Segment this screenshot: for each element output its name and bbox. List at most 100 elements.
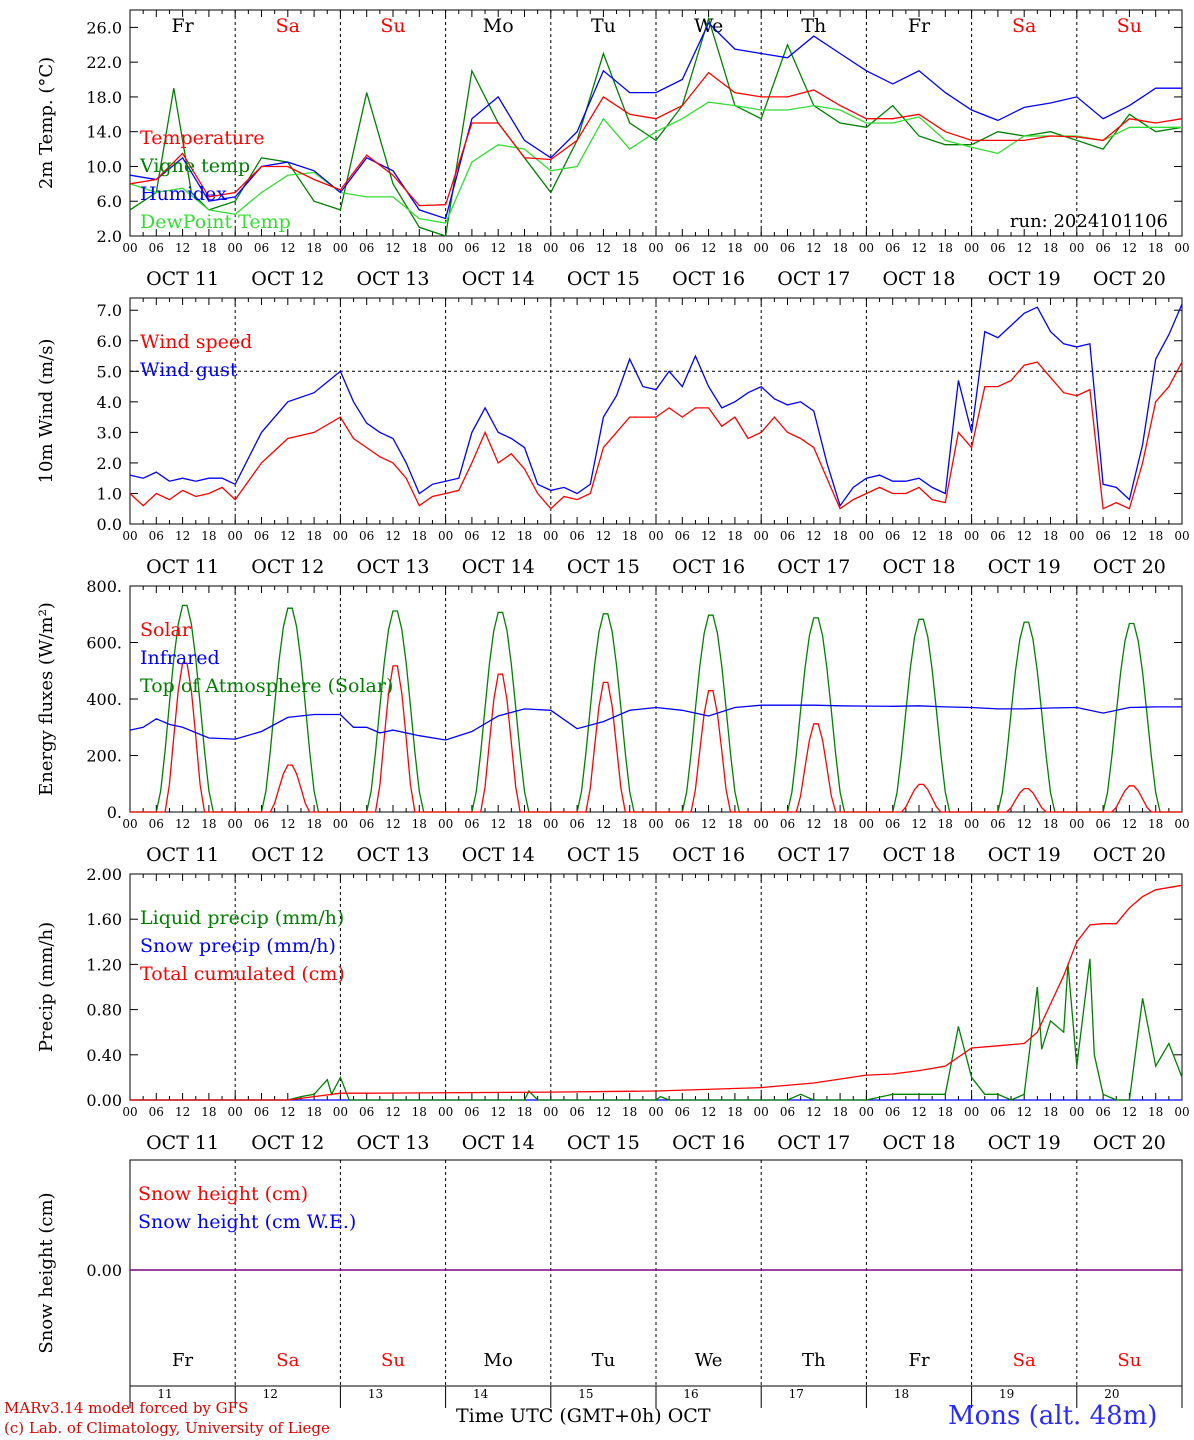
hour-label: 06 <box>569 241 584 255</box>
hour-label: 18 <box>727 529 742 543</box>
date-label: OCT 14 <box>462 844 535 866</box>
hour-label: 12 <box>911 817 926 831</box>
hour-label: 06 <box>254 529 269 543</box>
panel-2: 00 06 12 18 00 06 12 18 00 06 12 18 00 06 12 18 00 06 12 18… <box>36 297 1190 578</box>
hour-label: 12 <box>701 1105 716 1119</box>
y-axis-label: 10m Wind (m/s) <box>36 339 57 484</box>
hour-label: 00 <box>543 1105 558 1119</box>
hour-label: 18 <box>517 1105 532 1119</box>
hour-label: 00 <box>1174 529 1189 543</box>
day-number: 20 <box>1104 1387 1119 1401</box>
hour-label: 00 <box>543 817 558 831</box>
hour-label: 06 <box>780 1105 795 1119</box>
date-label: OCT 18 <box>882 556 955 578</box>
hour-label: 06 <box>149 241 164 255</box>
date-label: OCT 13 <box>356 268 429 290</box>
hour-label: 06 <box>675 817 690 831</box>
date-label: OCT 17 <box>777 556 850 578</box>
weekday-label: Mo <box>483 15 514 37</box>
y-tick-label: 0.40 <box>86 1046 122 1065</box>
series-line-solar <box>130 662 1182 813</box>
y-axis-label: Energy fluxes (W/m²) <box>36 602 57 796</box>
date-label: OCT 18 <box>882 1132 955 1154</box>
date-label: OCT 12 <box>251 556 324 578</box>
hour-label: 00 <box>1069 529 1084 543</box>
legend-entry: Liquid precip (mm/h) <box>140 907 344 929</box>
series-line-liquid-precip <box>130 958 1183 1101</box>
hour-label: 06 <box>254 1105 269 1119</box>
hour-label: 18 <box>412 1105 427 1119</box>
hour-label: 06 <box>675 529 690 543</box>
series-line-total-cumulated <box>130 884 1183 1101</box>
hour-label: 06 <box>1095 241 1110 255</box>
hour-label: 18 <box>1043 241 1058 255</box>
hour-label: 06 <box>675 1105 690 1119</box>
hour-label: 00 <box>859 1105 874 1119</box>
hour-label: 18 <box>1148 241 1163 255</box>
series-line-wind-gust <box>129 303 1183 508</box>
hour-label: 00 <box>859 817 874 831</box>
hour-label: 18 <box>412 241 427 255</box>
legend-entry: Wind gust <box>140 359 238 381</box>
hour-label: 00 <box>648 529 663 543</box>
hour-label: 18 <box>727 241 742 255</box>
hour-label: 18 <box>306 241 321 255</box>
legend-entry: Snow precip (mm/h) <box>140 935 336 957</box>
y-tick-label: 14.0 <box>86 123 122 142</box>
date-label: OCT 20 <box>1093 1132 1166 1154</box>
hour-label: 18 <box>832 817 847 831</box>
hour-label: 00 <box>859 241 874 255</box>
y-axis-label: Snow height (cm) <box>36 1192 57 1353</box>
hour-label: 18 <box>832 241 847 255</box>
hour-label: 18 <box>938 1105 953 1119</box>
series-line-wind-speed <box>129 361 1183 510</box>
date-label: OCT 18 <box>882 268 955 290</box>
weekday-label: Fr <box>172 1350 193 1371</box>
hour-label: 18 <box>832 529 847 543</box>
hour-label: 00 <box>964 817 979 831</box>
day-number: 12 <box>263 1387 278 1401</box>
hour-label: 12 <box>175 1105 190 1119</box>
hour-label: 12 <box>911 529 926 543</box>
y-tick-label: 400. <box>86 690 122 709</box>
hour-label: 06 <box>569 1105 584 1119</box>
hour-label: 18 <box>306 529 321 543</box>
hour-label: 18 <box>622 241 637 255</box>
hour-label: 12 <box>596 817 611 831</box>
weekday-label: We <box>694 15 723 37</box>
hour-label: 12 <box>1017 817 1032 831</box>
weekday-label: Tu <box>591 15 616 37</box>
hour-label: 12 <box>385 241 400 255</box>
hour-label: 18 <box>1043 1105 1058 1119</box>
y-tick-label: 10.0 <box>86 157 122 176</box>
day-number: 13 <box>368 1387 383 1401</box>
hour-label: 06 <box>675 241 690 255</box>
hour-label: 00 <box>964 1105 979 1119</box>
hour-label: 12 <box>1122 1105 1137 1119</box>
date-label: OCT 17 <box>777 1132 850 1154</box>
hour-label: 12 <box>701 529 716 543</box>
weekday-label: We <box>695 1350 723 1371</box>
weekday-label: Su <box>1117 15 1142 37</box>
hour-label: 06 <box>149 817 164 831</box>
y-tick-label: 2.0 <box>97 227 122 246</box>
hour-label: 06 <box>464 241 479 255</box>
weekday-label: Th <box>802 1350 826 1371</box>
date-label: OCT 12 <box>251 844 324 866</box>
hour-label: 18 <box>306 817 321 831</box>
day-number: 14 <box>473 1387 489 1401</box>
hour-label: 18 <box>1043 529 1058 543</box>
y-tick-label: 0. <box>107 803 122 822</box>
date-label: OCT 16 <box>672 844 745 866</box>
hour-label: 06 <box>359 529 374 543</box>
hour-label: 12 <box>385 1105 400 1119</box>
date-label: OCT 17 <box>777 268 850 290</box>
hour-label: 12 <box>280 817 295 831</box>
y-tick-label: 2.00 <box>86 865 122 884</box>
y-tick-label: 6.0 <box>97 332 122 351</box>
date-label: OCT 16 <box>672 1132 745 1154</box>
hour-label: 18 <box>1148 529 1163 543</box>
date-label: OCT 16 <box>672 268 745 290</box>
y-tick-label: 1.60 <box>86 910 122 929</box>
series-line-infrared <box>129 704 1182 741</box>
